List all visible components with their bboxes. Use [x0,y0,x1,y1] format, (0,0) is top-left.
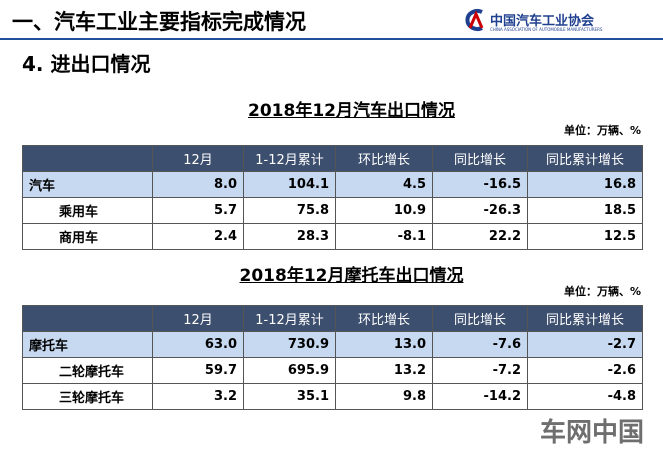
watermark: 车网中国 [540,418,645,448]
row-label: 摩托车 [22,331,153,358]
header-cell: 环比增长 [335,305,433,332]
cell: 2.4 [152,223,244,250]
cell: -2.7 [527,331,643,358]
cell: 8.0 [152,171,244,198]
header-cell: 同比增长 [432,305,528,332]
section-title: 4. 进出口情况 [22,52,151,76]
logo-name: 中国汽车工业协会 [490,14,595,29]
table-title: 2018年12月摩托车出口情况 [239,266,464,286]
cell: 28.3 [243,223,336,250]
cell: -26.3 [432,197,528,224]
cell: 730.9 [243,331,336,358]
cell: 35.1 [243,383,336,410]
header-cell: 12月 [152,145,244,172]
table-row: 商用车 2.4 28.3 -8.1 22.2 12.5 [22,223,643,250]
table-row: 汽车 8.0 104.1 4.5 -16.5 16.8 [22,171,643,198]
cell: 695.9 [243,357,336,384]
cell: 18.5 [527,197,643,224]
cell: -14.2 [432,383,528,410]
cell: 59.7 [152,357,244,384]
logo-icon [465,9,484,31]
unit-label: 单位：万辆、% [563,124,641,137]
header-rule [0,38,663,40]
cell: 16.8 [527,171,643,198]
unit-label: 单位：万辆、% [563,285,641,298]
cell: 9.8 [335,383,433,410]
header-row: 12月 1-12月累计 环比增长 同比增长 同比累计增长 [22,145,643,172]
header-cell: 同比累计增长 [527,145,643,172]
cell: -7.6 [432,331,528,358]
cell: 75.8 [243,197,336,224]
cell: 10.9 [335,197,433,224]
header-cell [22,145,153,172]
data-table: 12月 1-12月累计 环比增长 同比增长 同比累计增长 汽车 8.0 104.1 4.5 -16… [22,145,643,250]
cell: -2.6 [527,357,643,384]
table-row: 乘用车 5.7 75.8 10.9 -26.3 18.5 [22,197,643,224]
row-label: 汽车 [22,171,153,198]
row-label: 商用车 [22,223,153,250]
cell: -4.8 [527,383,643,410]
table-row: 二轮摩托车 59.7 695.9 13.2 -7.2 -2.6 [22,357,643,384]
row-label: 三轮摩托车 [22,383,153,410]
cell: 22.2 [432,223,528,250]
row-label: 二轮摩托车 [22,357,153,384]
header-cell: 环比增长 [335,145,433,172]
cell: -16.5 [432,171,528,198]
cell: -7.2 [432,357,528,384]
slide-title: 一、汽车工业主要指标完成情况 [12,10,306,34]
cell: -8.1 [335,223,433,250]
header-cell: 12月 [152,305,244,332]
cell: 104.1 [243,171,336,198]
data-table: 12月 1-12月累计 环比增长 同比增长 同比累计增长 摩托车 63.0 730.9 13.0… [22,305,643,410]
cell: 12.5 [527,223,643,250]
cell: 13.2 [335,357,433,384]
header-cell: 同比累计增长 [527,305,643,332]
cell: 5.7 [152,197,244,224]
table-row: 摩托车 63.0 730.9 13.0 -7.6 -2.7 [22,331,643,358]
table-title: 2018年12月汽车出口情况 [248,101,455,121]
header-row: 12月 1-12月累计 环比增长 同比增长 同比累计增长 [22,305,643,332]
cell: 13.0 [335,331,433,358]
cell: 3.2 [152,383,244,410]
row-label: 乘用车 [22,197,153,224]
header-cell: 同比增长 [432,145,528,172]
table-row: 三轮摩托车 3.2 35.1 9.8 -14.2 -4.8 [22,383,643,410]
header-cell [22,305,153,332]
header-cell: 1-12月累计 [243,305,336,332]
logo-subtitle: CHINA ASSOCIATION OF AUTOMOBILE MANUFACT… [490,27,603,32]
cell: 4.5 [335,171,433,198]
cell: 63.0 [152,331,244,358]
header-cell: 1-12月累计 [243,145,336,172]
